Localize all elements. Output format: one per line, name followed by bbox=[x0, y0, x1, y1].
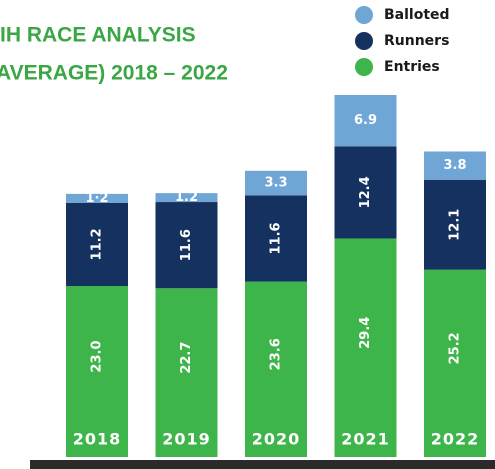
legend-swatch bbox=[355, 58, 373, 76]
x-tick-label: 2020 bbox=[252, 430, 301, 449]
x-tick-label: 2021 bbox=[341, 430, 390, 449]
value-label: 1·2 bbox=[85, 191, 108, 206]
value-label: 12.4 bbox=[358, 176, 373, 208]
bar-segment bbox=[245, 195, 307, 282]
bar-segment bbox=[245, 170, 307, 196]
bar-segment bbox=[66, 202, 128, 287]
value-label: 3.3 bbox=[264, 176, 287, 191]
value-label: 23.6 bbox=[269, 338, 284, 370]
x-tick-label: 2022 bbox=[431, 430, 480, 449]
value-label: 23.0 bbox=[90, 340, 105, 372]
value-label: 1.2 bbox=[175, 190, 198, 205]
value-label: 6.9 bbox=[354, 113, 377, 128]
value-label: 11.6 bbox=[269, 222, 284, 254]
value-label: 29.4 bbox=[358, 317, 373, 349]
x-tick-label: 2018 bbox=[73, 430, 122, 449]
bar-segment bbox=[155, 193, 218, 203]
bar-segment bbox=[155, 288, 218, 457]
legend-label: Runners bbox=[384, 33, 449, 49]
bar-segment bbox=[334, 95, 397, 147]
value-label: 22.7 bbox=[179, 342, 194, 374]
x-tick-label: 2019 bbox=[162, 430, 211, 449]
chart-title: IH RACE ANALYSIS bbox=[0, 24, 196, 47]
legend-swatch bbox=[355, 32, 373, 50]
bar-segment bbox=[334, 146, 397, 239]
bar-segment bbox=[66, 286, 128, 457]
bar-segment bbox=[245, 281, 307, 457]
legend-swatch bbox=[355, 6, 373, 24]
legend-label: Entries bbox=[384, 59, 440, 75]
value-label: 11.6 bbox=[179, 229, 194, 261]
bar-segment bbox=[424, 179, 486, 270]
footer-band bbox=[30, 460, 495, 469]
bar-segment bbox=[66, 193, 128, 203]
legend-label: Balloted bbox=[384, 7, 450, 23]
value-label: 25.2 bbox=[448, 332, 463, 364]
value-label: 12.1 bbox=[448, 209, 463, 241]
chart-title: AVERAGE) 2018 – 2022 bbox=[0, 62, 228, 85]
bar-segment bbox=[424, 269, 486, 457]
bar-segment bbox=[155, 202, 218, 289]
value-label: 11.2 bbox=[90, 228, 105, 260]
bar-segment bbox=[334, 238, 397, 457]
bar-segment bbox=[424, 151, 486, 180]
value-label: 3.8 bbox=[443, 158, 466, 173]
